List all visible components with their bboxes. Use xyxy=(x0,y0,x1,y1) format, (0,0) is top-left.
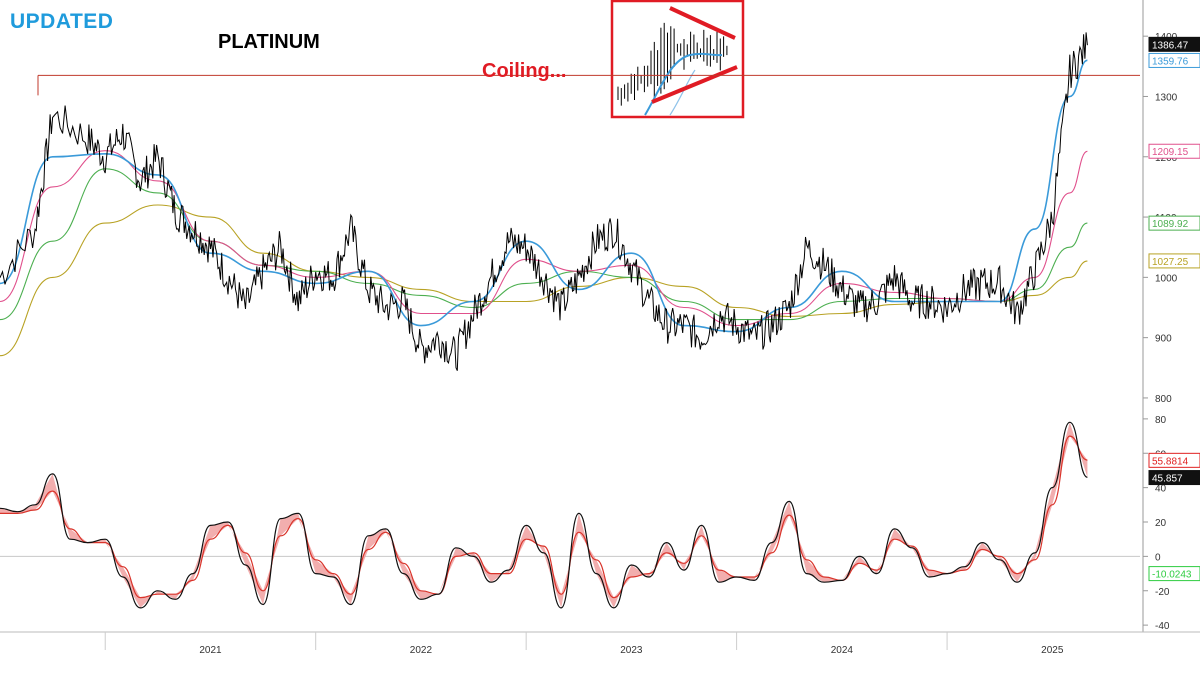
price-y-tick-label: 900 xyxy=(1155,334,1172,345)
value-tags: 1386.47 1359.76 1209.15 1089.92 1027.25 55.88… xyxy=(1148,36,1200,582)
price-tag-ma_long-text: 1089.92 xyxy=(1152,219,1189,230)
price-tag-ma_longest: 1027.25 xyxy=(1148,253,1200,269)
oscillator-panel xyxy=(0,421,1140,609)
price-y-tick-label: 800 xyxy=(1155,394,1172,405)
inset-trendline-upper xyxy=(669,6,736,40)
price-tag-ma_short-box xyxy=(1148,52,1200,68)
price-y-tick-label: 1000 xyxy=(1155,273,1178,284)
osc-y-tick-label: 40 xyxy=(1155,484,1167,495)
x-tick-label: 2025 xyxy=(1041,645,1064,656)
osc-tag-oscillator-box xyxy=(1148,470,1200,486)
x-tick-label: 2021 xyxy=(199,645,222,656)
price-tag-ma_mid-text: 1209.15 xyxy=(1152,147,1189,158)
ma_long-line xyxy=(0,168,1088,321)
oscillator-fill xyxy=(0,422,1088,608)
x-tick-label: 2022 xyxy=(410,645,433,656)
osc-y-tick-label: 0 xyxy=(1155,552,1161,563)
price-line xyxy=(0,32,1088,371)
price-tag-ma_long-box xyxy=(1148,215,1200,231)
osc-y-tick-label: -40 xyxy=(1155,621,1170,632)
osc-y-tick-label: 80 xyxy=(1155,415,1167,426)
price-tag-price-text: 1386.47 xyxy=(1152,40,1189,51)
osc-y-tick-label: 20 xyxy=(1155,518,1167,529)
inset-ma-line xyxy=(644,52,723,116)
chart-title: PLATINUM xyxy=(218,31,320,53)
price-tag-ma_mid-box xyxy=(1148,143,1200,159)
x-tick-label: 2024 xyxy=(831,645,854,656)
price-y-tick-label: 1300 xyxy=(1155,92,1178,103)
price-tag-ma_longest-box xyxy=(1148,253,1200,269)
coiling-annotation: Coiling... xyxy=(482,60,567,82)
osc-tag-zero-text: -10.0243 xyxy=(1152,570,1192,581)
price-tag-ma_mid: 1209.15 xyxy=(1148,143,1200,159)
price-panel xyxy=(0,32,1140,371)
osc-tag-oscillator_signal-box xyxy=(1148,452,1200,468)
inset-box xyxy=(610,0,745,119)
updated-label: UPDATED xyxy=(10,10,114,33)
inset-trendline-lower xyxy=(651,65,738,104)
inset-pattern-box xyxy=(610,0,745,119)
osc-tag-zero-box xyxy=(1148,566,1200,582)
price-tag-price: 1386.47 xyxy=(1148,36,1200,52)
x-tick-label: 2023 xyxy=(620,645,643,656)
price-tag-ma_short-text: 1359.76 xyxy=(1152,56,1189,67)
osc-tag-oscillator-text: 45.857 xyxy=(1152,474,1183,485)
osc-tag-oscillator_signal-text: 55.8814 xyxy=(1152,456,1189,467)
price-tag-ma_longest-text: 1027.25 xyxy=(1152,257,1189,268)
osc-tag-oscillator_signal: 55.8814 xyxy=(1148,452,1200,468)
osc-tag-oscillator: 45.857 xyxy=(1148,470,1200,486)
osc-tag-zero: -10.0243 xyxy=(1148,566,1200,582)
price-tag-price-box xyxy=(1148,36,1200,52)
ma_longest-line xyxy=(0,204,1088,357)
oscillator-line xyxy=(0,421,1088,609)
osc-y-tick-label: -20 xyxy=(1155,587,1170,598)
axis-layer: 80090010001100120013001400-40-2002040608… xyxy=(0,0,1200,656)
price-tag-ma_long: 1089.92 xyxy=(1148,215,1200,231)
price-tag-ma_short: 1359.76 xyxy=(1148,52,1200,68)
